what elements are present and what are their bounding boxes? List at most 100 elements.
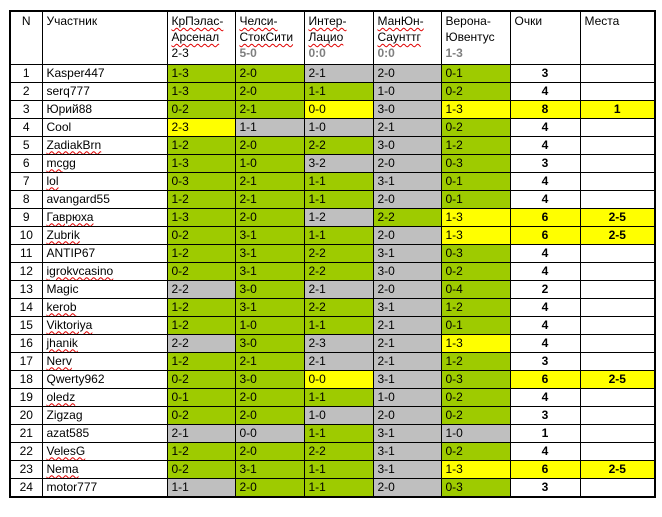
prediction-cell-match-1[interactable]: 2-2 [166,279,236,299]
prediction-cell-match-3[interactable]: 1-0 [303,117,374,137]
points-cell[interactable]: 6 [509,207,581,227]
prediction-cell-match-2[interactable]: 2-0 [234,477,305,497]
prediction-cell-match-3[interactable]: 1-0 [303,405,374,425]
place-cell[interactable]: 2-5 [579,459,656,479]
participant-cell[interactable]: Nerv [41,351,168,371]
prediction-cell-match-5[interactable]: 1-0 [440,423,511,443]
prediction-cell-match-1[interactable]: 1-2 [166,189,236,209]
prediction-cell-match-5[interactable]: 0-1 [440,315,511,335]
prediction-cell-match-2[interactable]: 2-0 [234,405,305,425]
place-cell[interactable]: 2-5 [579,207,656,227]
participant-cell[interactable]: ZadiakBrn [41,135,168,155]
prediction-cell-match-5[interactable]: 0-3 [440,243,511,263]
prediction-cell-match-5[interactable]: 0-3 [440,369,511,389]
prediction-cell-match-1[interactable]: 1-3 [166,207,236,227]
prediction-cell-match-3[interactable]: 1-2 [303,207,374,227]
points-cell[interactable]: 6 [509,369,581,389]
row-number-cell[interactable]: 3 [9,99,43,119]
prediction-cell-match-4[interactable]: 3-1 [372,423,442,443]
points-cell[interactable]: 4 [509,315,581,335]
prediction-cell-match-4[interactable]: 3-1 [372,441,442,461]
prediction-cell-match-4[interactable]: 2-0 [372,225,442,245]
prediction-cell-match-1[interactable]: 2-3 [166,117,236,137]
row-number-cell[interactable]: 16 [9,333,43,353]
prediction-cell-match-3[interactable]: 1-1 [303,387,374,407]
prediction-cell-match-4[interactable]: 2-1 [372,351,442,371]
points-cell[interactable]: 3 [509,351,581,371]
participant-cell[interactable]: Юрий88 [41,99,168,119]
place-cell[interactable] [579,135,656,155]
header-match-2[interactable]: Челси- СтокСити 5-0 [234,10,305,65]
prediction-cell-match-3[interactable]: 1-1 [303,225,374,245]
row-number-cell[interactable]: 21 [9,423,43,443]
participant-cell[interactable]: mcgg [41,153,168,173]
place-cell[interactable] [579,441,656,461]
participant-cell[interactable]: jhanik [41,333,168,353]
points-cell[interactable]: 4 [509,297,581,317]
row-number-cell[interactable]: 1 [9,63,43,83]
row-number-cell[interactable]: 8 [9,189,43,209]
prediction-cell-match-4[interactable]: 2-0 [372,189,442,209]
prediction-cell-match-1[interactable]: 2-2 [166,333,236,353]
points-cell[interactable]: 3 [509,153,581,173]
points-cell[interactable]: 8 [509,99,581,119]
row-number-cell[interactable]: 2 [9,81,43,101]
participant-cell[interactable]: igrokvcasino [41,261,168,281]
points-cell[interactable]: 4 [509,333,581,353]
place-cell[interactable] [579,261,656,281]
row-number-cell[interactable]: 19 [9,387,43,407]
prediction-cell-match-1[interactable]: 1-2 [166,243,236,263]
place-cell[interactable] [579,477,656,497]
prediction-cell-match-5[interactable]: 1-2 [440,135,511,155]
prediction-cell-match-2[interactable]: 2-0 [234,81,305,101]
prediction-cell-match-1[interactable]: 1-2 [166,135,236,155]
header-points[interactable]: Очки [509,10,581,65]
prediction-cell-match-5[interactable]: 1-3 [440,333,511,353]
participant-cell[interactable]: Cool [41,117,168,137]
participant-cell[interactable]: VelesG [41,441,168,461]
place-cell[interactable] [579,279,656,299]
participant-cell[interactable]: ANTIP67 [41,243,168,263]
prediction-cell-match-1[interactable]: 2-1 [166,423,236,443]
prediction-cell-match-5[interactable]: 0-2 [440,387,511,407]
prediction-cell-match-3[interactable]: 0-0 [303,369,374,389]
row-number-cell[interactable]: 20 [9,405,43,425]
prediction-cell-match-5[interactable]: 0-4 [440,279,511,299]
row-number-cell[interactable]: 15 [9,315,43,335]
prediction-cell-match-4[interactable]: 1-0 [372,81,442,101]
header-match-4[interactable]: МанЮн- Саунттг 0:0 [372,10,442,65]
prediction-cell-match-1[interactable]: 1-3 [166,81,236,101]
prediction-cell-match-2[interactable]: 0-0 [234,423,305,443]
prediction-cell-match-2[interactable]: 1-1 [234,117,305,137]
participant-cell[interactable]: avangard55 [41,189,168,209]
place-cell[interactable]: 1 [579,99,656,119]
prediction-cell-match-2[interactable]: 2-1 [234,171,305,191]
prediction-cell-match-1[interactable]: 1-2 [166,351,236,371]
prediction-cell-match-3[interactable]: 2-2 [303,135,374,155]
prediction-cell-match-4[interactable]: 3-0 [372,261,442,281]
prediction-cell-match-1[interactable]: 1-3 [166,153,236,173]
prediction-cell-match-3[interactable]: 2-2 [303,261,374,281]
place-cell[interactable] [579,405,656,425]
prediction-cell-match-1[interactable]: 0-2 [166,459,236,479]
points-cell[interactable]: 3 [509,477,581,497]
prediction-cell-match-5[interactable]: 0-1 [440,189,511,209]
participant-cell[interactable]: Nema [41,459,168,479]
prediction-cell-match-1[interactable]: 0-2 [166,369,236,389]
points-cell[interactable]: 4 [509,261,581,281]
prediction-cell-match-1[interactable]: 0-3 [166,171,236,191]
points-cell[interactable]: 3 [509,63,581,83]
prediction-cell-match-2[interactable]: 2-1 [234,99,305,119]
prediction-cell-match-1[interactable]: 0-1 [166,387,236,407]
participant-cell[interactable]: Viktoriya [41,315,168,335]
prediction-cell-match-2[interactable]: 2-1 [234,351,305,371]
prediction-cell-match-2[interactable]: 2-0 [234,63,305,83]
header-match-1[interactable]: КрПэлас- Арсенал 2-3 [166,10,236,65]
points-cell[interactable]: 4 [509,81,581,101]
participant-cell[interactable]: oledz [41,387,168,407]
prediction-cell-match-2[interactable]: 2-1 [234,189,305,209]
place-cell[interactable] [579,81,656,101]
prediction-cell-match-2[interactable]: 3-1 [234,225,305,245]
prediction-cell-match-5[interactable]: 1-3 [440,459,511,479]
prediction-cell-match-3[interactable]: 1-1 [303,81,374,101]
